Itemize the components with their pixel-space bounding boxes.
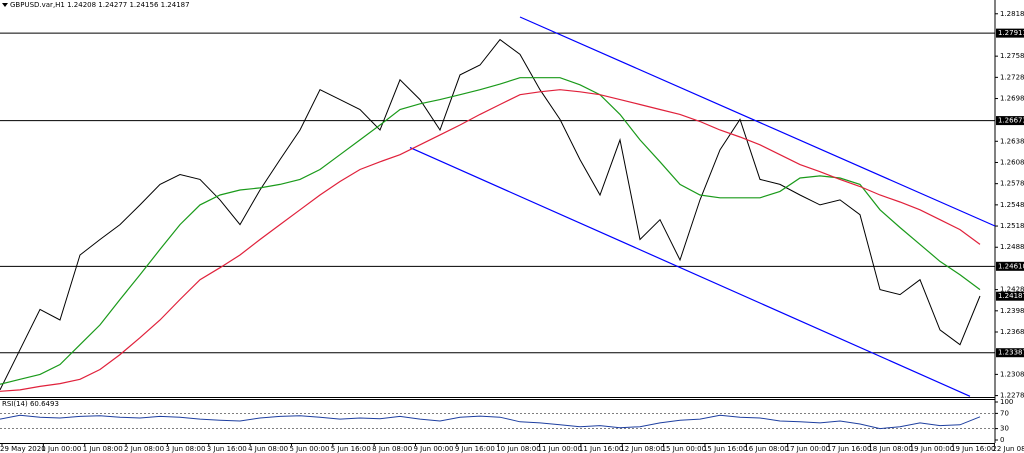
x-tick-label: 18 Jun 08:00 <box>868 445 912 453</box>
level-label: 1.23387 <box>998 349 1024 357</box>
x-tick-label: 4 Jun 08:00 <box>248 445 288 453</box>
y-tick-label: 1.22780 <box>1000 392 1024 400</box>
level-label-box <box>996 348 1024 358</box>
x-tick-label: 19 Jun 16:00 <box>951 445 995 453</box>
y-tick-label: 1.26985 <box>1000 95 1024 103</box>
x-tick-label: 15 Jun 16:00 <box>703 445 747 453</box>
trendline <box>409 147 971 397</box>
level-label: 1.26673 <box>998 117 1024 125</box>
y-tick-label: 1.25180 <box>1000 222 1024 230</box>
y-tick-label: 1.27585 <box>1000 52 1024 60</box>
y-tick-label: 1.26080 <box>1000 158 1024 166</box>
x-tick-label: 10 Jun 08:00 <box>496 445 540 453</box>
x-tick-label: 3 Jun 16:00 <box>207 445 247 453</box>
x-tick-label: 5 Jun 16:00 <box>331 445 371 453</box>
rsi-tick-label: 0 <box>1000 436 1004 444</box>
series-line <box>0 89 981 392</box>
x-tick-label: 9 Jun 00:00 <box>414 445 454 453</box>
x-tick-label: 16 Jun 08:00 <box>744 445 788 453</box>
y-tick-label: 1.25480 <box>1000 201 1024 209</box>
x-tick-label: 5 Jun 00:00 <box>289 445 329 453</box>
level-label: 1.24610 <box>998 262 1024 270</box>
x-tick-label: 1 Jun 00:00 <box>41 445 81 453</box>
x-tick-label: 8 Jun 08:00 <box>372 445 412 453</box>
y-tick-label: 1.24280 <box>1000 286 1024 294</box>
level-label-box <box>996 116 1024 126</box>
menu-arrow <box>2 3 8 7</box>
x-tick-label: 1 Jun 08:00 <box>83 445 123 453</box>
x-tick-label: 11 Jun 00:00 <box>538 445 582 453</box>
x-tick-label: 17 Jun 16:00 <box>827 445 871 453</box>
trendline <box>519 16 996 227</box>
x-tick-label: 2 Jun 08:00 <box>124 445 164 453</box>
chart-title: GBPUSD.var,H1 1.24208 1.24277 1.24156 1.… <box>10 1 190 9</box>
rsi-tick-label: 70 <box>1000 409 1009 417</box>
series-line <box>0 77 981 385</box>
last-price-label: 1.24187 <box>998 292 1024 300</box>
y-tick-label: 1.23080 <box>1000 370 1024 378</box>
y-tick-label: 1.28185 <box>1000 10 1024 18</box>
rsi-tick-label: 30 <box>1000 425 1009 433</box>
x-tick-label: 3 Jun 08:00 <box>165 445 205 453</box>
y-tick-label: 1.26380 <box>1000 137 1024 145</box>
x-tick-label: 29 May 2020 <box>0 445 46 453</box>
indicator-title: RSI(14) 60.6493 <box>2 400 59 408</box>
x-tick-label: 11 Jun 16:00 <box>579 445 623 453</box>
y-tick-label: 1.27285 <box>1000 73 1024 81</box>
y-tick-label: 1.25780 <box>1000 180 1024 188</box>
x-tick-label: 22 Jun 08:00 <box>992 445 1024 453</box>
series-line <box>0 414 981 430</box>
rsi-tick-label: 100 <box>1000 398 1013 406</box>
level-label-box <box>996 28 1024 38</box>
x-tick-label: 12 Jun 08:00 <box>620 445 664 453</box>
y-tick-label: 1.23980 <box>1000 307 1024 315</box>
last-price-box <box>996 291 1024 301</box>
x-tick-label: 15 Jun 00:00 <box>662 445 706 453</box>
x-tick-label: 17 Jun 00:00 <box>786 445 830 453</box>
y-tick-label: 1.23680 <box>1000 328 1024 336</box>
series-line <box>0 38 981 391</box>
x-tick-label: 19 Jun 00:00 <box>910 445 954 453</box>
y-tick-label: 1.24880 <box>1000 243 1024 251</box>
level-label-box <box>996 261 1024 271</box>
x-tick-label: 9 Jun 16:00 <box>455 445 495 453</box>
